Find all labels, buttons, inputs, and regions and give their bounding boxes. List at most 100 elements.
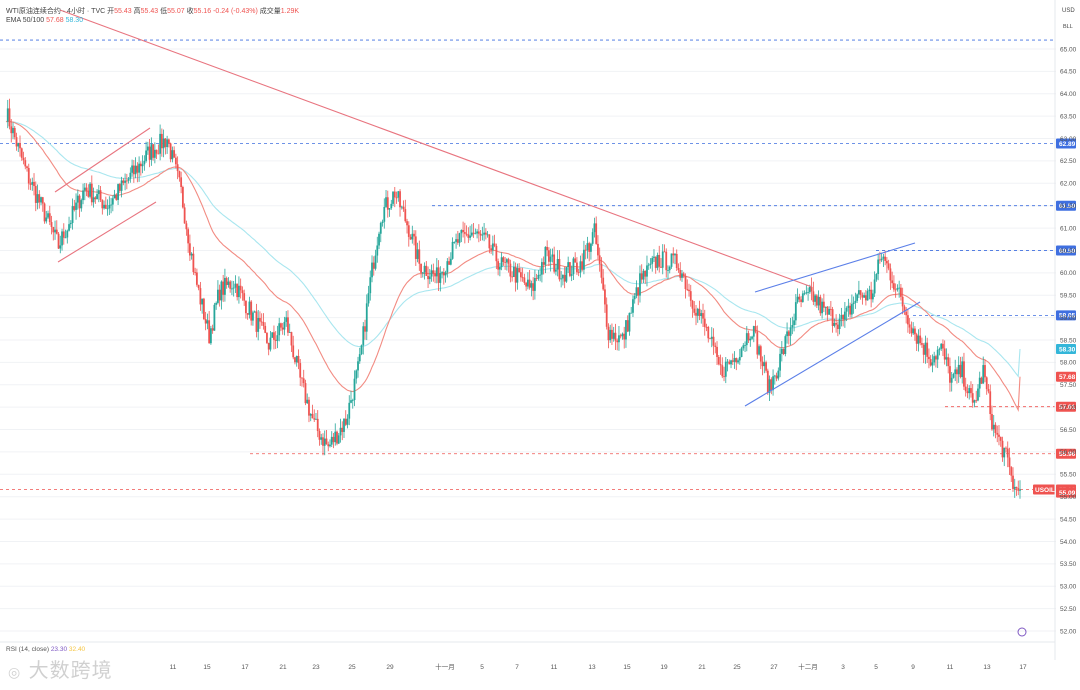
candle-body <box>766 370 769 393</box>
x-tick-label: 17 <box>241 664 249 671</box>
candle-body <box>546 246 549 251</box>
candle-body <box>367 293 370 304</box>
candle-body <box>658 254 661 267</box>
scale-mode-button[interactable]: BLL <box>1063 24 1073 30</box>
ema-label: EMA 50/100 <box>6 17 45 24</box>
candle-body <box>374 255 377 269</box>
candle-body <box>442 272 445 276</box>
trend-lines[interactable] <box>54 9 921 407</box>
time-axis[interactable]: 11 15 17 21 23 25 29 十一月 5 7 11 13 15 19 21 25 27 十二月 3 5 9 1… <box>170 662 1027 671</box>
candle-body <box>332 436 335 443</box>
candle-body <box>880 258 883 261</box>
candle-body <box>1015 486 1018 489</box>
candle-body <box>80 200 83 209</box>
symbol-header[interactable]: WTI原油连续合约 · 4小时 · TVC 开55.43 高55.43 低55.… <box>6 8 300 15</box>
candle-body <box>681 273 683 278</box>
candle-body <box>458 233 461 243</box>
candle-body <box>371 262 373 278</box>
candle-body <box>274 339 277 341</box>
candle-body <box>69 222 72 225</box>
candle-body <box>218 289 221 301</box>
wedge-upper-line <box>754 242 916 293</box>
candle-body <box>262 322 265 326</box>
candle-body <box>1001 440 1004 458</box>
candle-body <box>548 250 550 262</box>
candle-body <box>113 194 116 199</box>
candle-body <box>383 206 386 222</box>
candle-body <box>660 266 662 268</box>
candle-body <box>483 232 486 235</box>
candle-body <box>672 253 675 256</box>
y-tick-label: 60.00 <box>1060 270 1077 277</box>
candle-body <box>903 306 906 312</box>
price-tag-label: 59.05 <box>1059 313 1076 320</box>
candle-body <box>171 150 174 160</box>
candle-body <box>1010 467 1013 476</box>
candle-body <box>842 314 845 320</box>
candle-body <box>929 359 932 366</box>
y-tick-label: 57.00 <box>1060 404 1077 411</box>
ema-legend[interactable]: EMA 50/100 57.68 58.30 <box>6 17 83 24</box>
candle-body <box>355 370 358 379</box>
candle-body <box>385 197 387 207</box>
candle-body <box>894 289 897 291</box>
candle-body <box>481 234 484 236</box>
candle-body <box>439 273 442 283</box>
change-value: -0.24 (-0.43%) <box>213 8 258 15</box>
candle-body <box>215 302 218 305</box>
candle-body <box>1006 448 1009 458</box>
candle-body <box>798 296 801 300</box>
candle-body <box>563 274 566 282</box>
candle-body <box>376 245 379 256</box>
candle-body <box>619 335 622 337</box>
high-value: 55.43 <box>140 8 159 15</box>
candle-body <box>581 261 584 270</box>
chart-misc <box>0 0 1056 660</box>
price-axis[interactable]: 62.89 61.50 60.50 59.05 58.30 57.68 57.01 55.96… <box>1033 46 1077 635</box>
rsi-legend[interactable]: RSI (14, close) 23.30 32.40 <box>6 646 85 653</box>
candle-body <box>188 243 191 256</box>
candle-body <box>94 197 97 200</box>
candle-body <box>50 222 53 227</box>
candle-body <box>99 190 102 200</box>
candle-body <box>456 239 459 243</box>
candle-body <box>393 191 396 198</box>
candle-body <box>134 165 137 175</box>
candle-body <box>82 190 84 201</box>
candle-body <box>628 312 631 332</box>
candle-body <box>145 150 148 161</box>
candle-body <box>600 263 603 278</box>
candle-body <box>991 414 993 430</box>
x-tick-label: 25 <box>348 664 356 671</box>
candle-body <box>822 301 825 308</box>
candle-body <box>591 232 594 244</box>
candle-body <box>512 266 515 278</box>
candle-body <box>495 245 498 262</box>
candle-body <box>59 245 62 249</box>
ema50-line <box>5 120 1021 412</box>
candle-body <box>327 444 330 447</box>
candle-body <box>295 355 298 363</box>
candle-body <box>505 259 508 263</box>
candle-body <box>812 291 815 302</box>
candle-body <box>794 302 797 321</box>
candle-body <box>803 293 806 295</box>
candle-body <box>19 143 21 149</box>
candle-body <box>463 232 466 234</box>
candle-body <box>609 329 612 341</box>
candle-body <box>437 267 440 283</box>
y-tick-label: 52.50 <box>1060 606 1077 613</box>
candle-body <box>977 388 979 401</box>
candle-body <box>908 324 911 328</box>
candle-body <box>488 234 491 249</box>
candle-body <box>836 324 839 330</box>
x-tick-label: 19 <box>660 664 668 671</box>
candle-body <box>675 253 678 269</box>
candle-body <box>886 260 888 264</box>
candle-body <box>747 333 750 341</box>
candle-body <box>266 332 268 343</box>
price-tag-label: 55.09 <box>1059 490 1076 497</box>
candle-body <box>6 108 9 122</box>
candle-body <box>611 329 613 339</box>
